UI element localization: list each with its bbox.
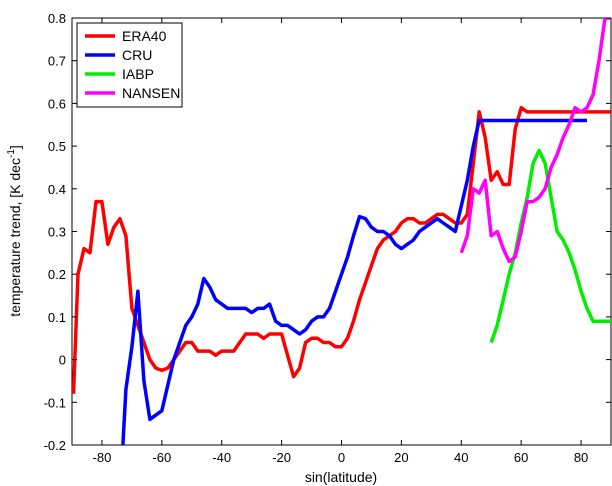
x-tick-label: 40 xyxy=(454,450,468,465)
x-tick-label: -80 xyxy=(93,450,112,465)
x-tick-label: -20 xyxy=(272,450,291,465)
y-tick-label: 0.7 xyxy=(48,54,66,69)
y-tick-label: 0.5 xyxy=(48,139,66,154)
y-tick-label: 0.4 xyxy=(48,182,66,197)
series-line-era40 xyxy=(72,105,611,394)
y-tick-label: 0.3 xyxy=(48,225,66,240)
x-tick-label: 0 xyxy=(338,450,345,465)
y-axis-label-superscript: -1 xyxy=(6,149,17,158)
y-axis-label: temperature trend, [K dec-1] xyxy=(6,145,23,317)
series-line-iabp xyxy=(489,148,611,344)
y-tick-label: 0.6 xyxy=(48,96,66,111)
x-tick-label: 60 xyxy=(514,450,528,465)
legend-label-nansen: NANSEN xyxy=(122,85,180,101)
series-line-nansen xyxy=(459,18,611,264)
x-tick-label: -60 xyxy=(152,450,171,465)
legend-label-era40: ERA40 xyxy=(122,28,167,44)
legend-label-cru: CRU xyxy=(122,47,152,63)
y-tick-label: 0.2 xyxy=(48,267,66,282)
x-tick-label: 20 xyxy=(394,450,408,465)
y-axis-label-close: ] xyxy=(7,145,23,149)
y-tick-label: -0.1 xyxy=(44,395,66,410)
y-tick-label: 0.8 xyxy=(48,11,66,26)
x-axis-label: sin(latitude) xyxy=(305,469,377,485)
series-line-cru xyxy=(121,118,587,445)
legend-label-iabp: IABP xyxy=(122,66,154,82)
x-tick-label: -40 xyxy=(212,450,231,465)
y-tick-label: -0.2 xyxy=(44,438,66,453)
y-tick-label: 0 xyxy=(59,353,66,368)
y-axis-label-main: temperature trend, [K dec xyxy=(7,158,23,317)
x-tick-label: 80 xyxy=(574,450,588,465)
y-tick-label: 0.1 xyxy=(48,310,66,325)
